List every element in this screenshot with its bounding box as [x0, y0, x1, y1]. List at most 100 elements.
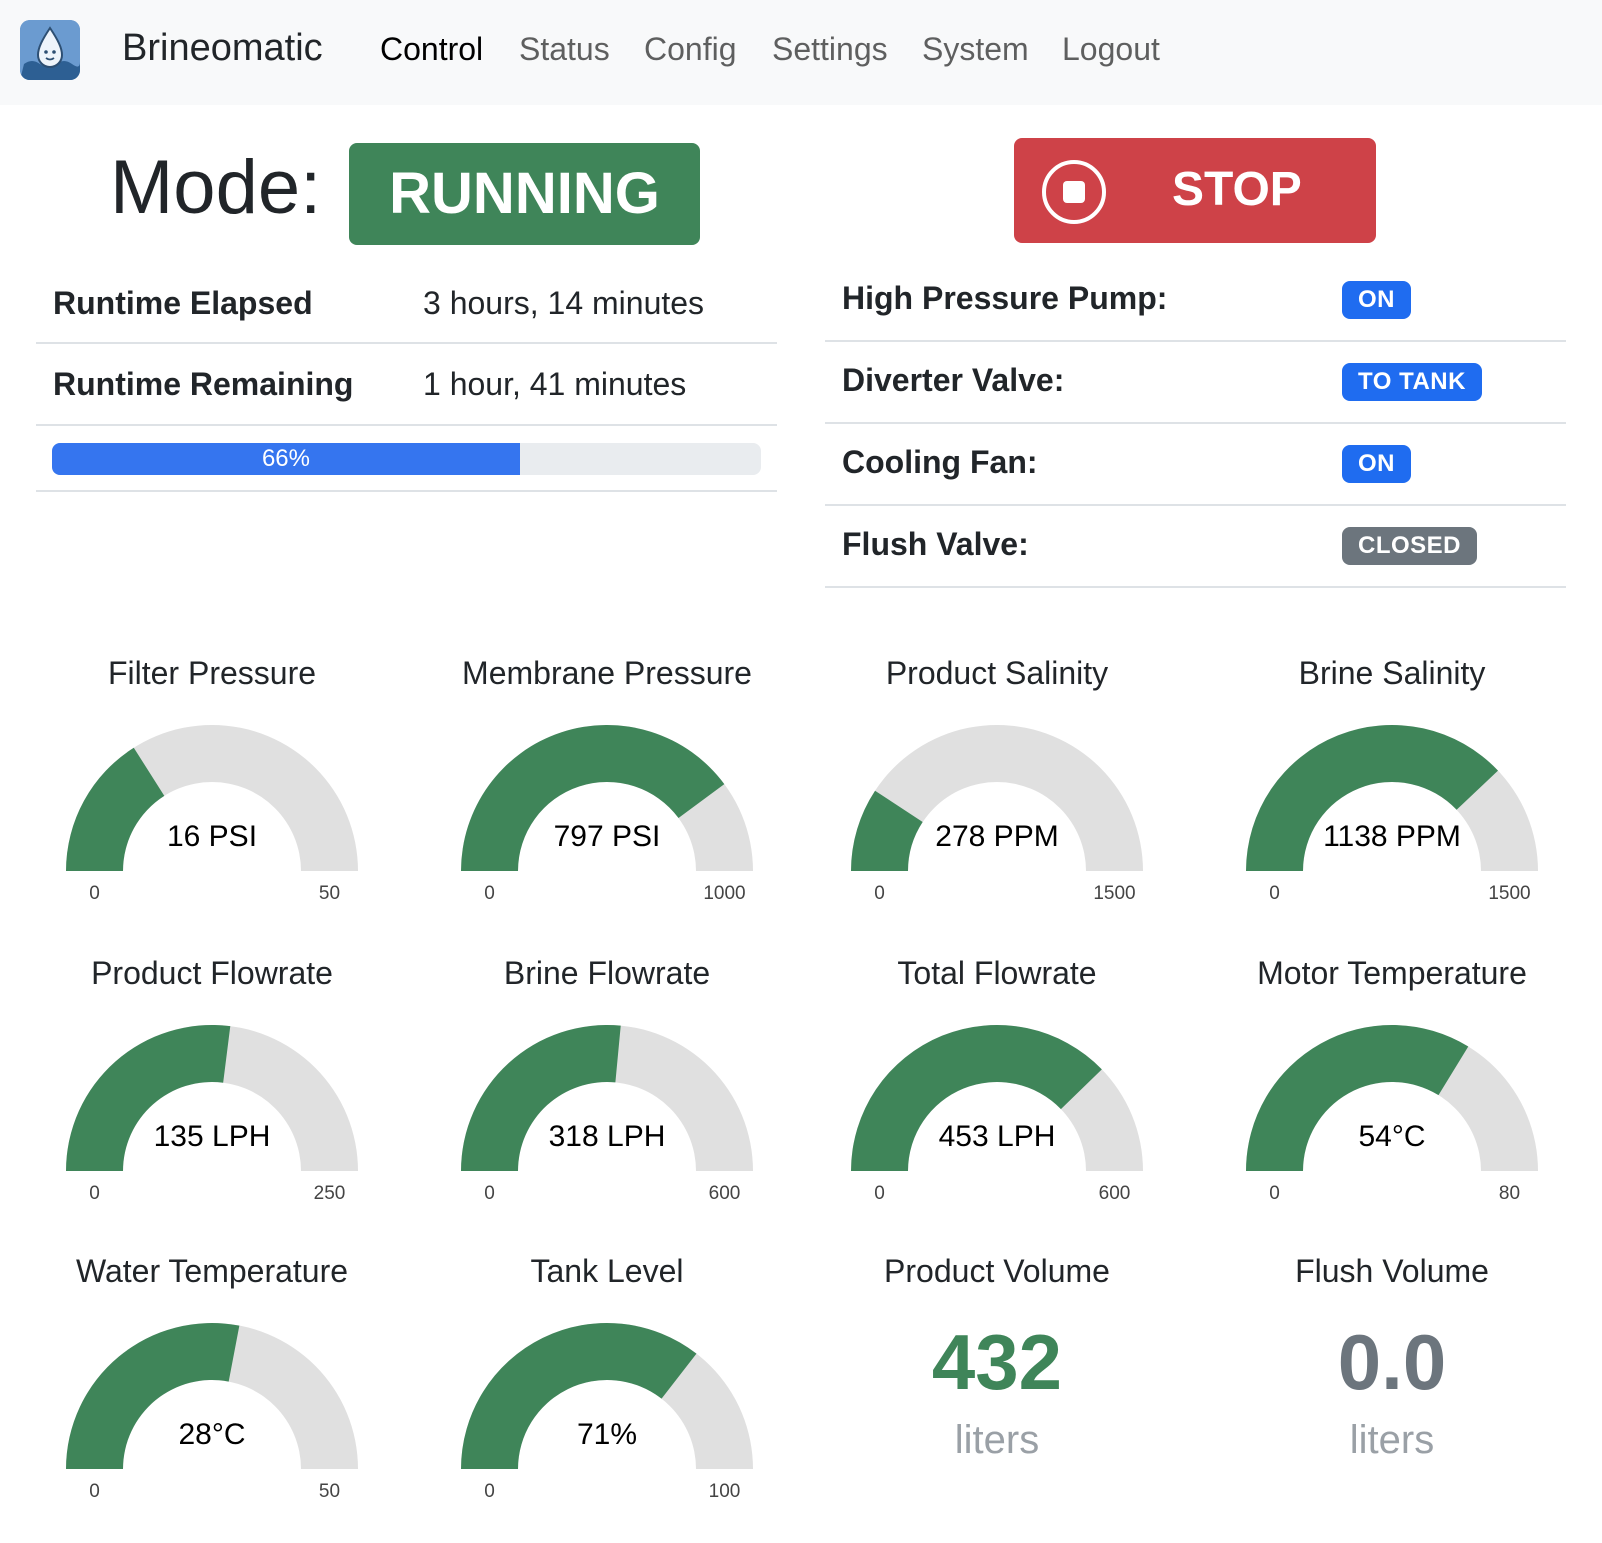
product-salinity-max-label: 1500	[1093, 883, 1136, 904]
runtime-remaining-label: Runtime Remaining	[53, 366, 354, 402]
tank-level-gauge: Tank Level 71% 0 100	[410, 1253, 804, 1543]
flush-volume-unit: liters	[1349, 1418, 1435, 1462]
water-temperature-gauge: Water Temperature 28°C 0 50	[15, 1253, 409, 1543]
navbar: Brineomatic Control Status Config Settin…	[0, 0, 1602, 105]
water-temperature-gauge-fill	[66, 1323, 240, 1469]
brine-salinity-max-label: 1500	[1488, 883, 1531, 904]
brine-salinity-gauge: Brine Salinity 1138 PPM 0 1500	[1195, 655, 1589, 945]
brine-salinity-gauge-fill	[1246, 725, 1499, 871]
status-badge-flush-valve: CLOSED	[1342, 527, 1478, 565]
membrane-pressure-gauge: Membrane Pressure 797 PSI 0 1000	[410, 655, 804, 945]
motor-temperature-gauge: Motor Temperature 54°C 0 80	[1195, 955, 1589, 1245]
product-salinity-title: Product Salinity	[885, 655, 1109, 691]
membrane-pressure-min-label: 0	[484, 883, 495, 904]
tank-level-gauge-arc	[461, 1323, 753, 1469]
motor-temperature-title: Motor Temperature	[1257, 955, 1527, 991]
filter-pressure-gauge-arc	[66, 725, 358, 871]
status-label-cooling-fan: Cooling Fan:	[842, 444, 1038, 480]
nav-link-control[interactable]: Control	[380, 31, 484, 67]
total-flowrate-gauge-arc	[851, 1025, 1143, 1171]
product-flowrate-gauge: Product Flowrate 135 LPH 0 250	[15, 955, 409, 1245]
product-salinity-value: 278 PPM	[935, 820, 1059, 853]
product-salinity-gauge-track	[851, 725, 1143, 871]
runtime-remaining-row: Runtime Remaining 1 hour, 41 minutes	[36, 344, 777, 426]
membrane-pressure-value: 797 PSI	[553, 820, 661, 853]
tank-level-value: 71%	[576, 1418, 638, 1451]
product-salinity-gauge-fill	[851, 790, 923, 871]
nav-link-config[interactable]: Config	[644, 31, 737, 67]
brine-flowrate-max-label: 600	[708, 1183, 741, 1204]
product-salinity-gauge-arc	[851, 725, 1143, 871]
mode-label: Mode:	[110, 145, 322, 230]
product-salinity-gauge: Product Salinity 278 PPM 0 1500	[800, 655, 1194, 945]
tank-level-title: Tank Level	[530, 1253, 684, 1289]
nav-link-system[interactable]: System	[922, 31, 1029, 67]
membrane-pressure-max-label: 1000	[703, 883, 746, 904]
total-flowrate-min-label: 0	[874, 1183, 885, 1204]
status-label-flush-valve: Flush Valve:	[842, 526, 1029, 562]
water-temperature-gauge-arc	[66, 1323, 358, 1469]
product-salinity-min-label: 0	[874, 883, 885, 904]
product-flowrate-gauge-arc	[66, 1025, 358, 1171]
nav-link-settings[interactable]: Settings	[772, 31, 888, 67]
motor-temperature-max-label: 80	[1498, 1183, 1521, 1204]
stop-button[interactable]: STOP	[1014, 138, 1376, 243]
filter-pressure-gauge: Filter Pressure 16 PSI 0 50	[15, 655, 409, 945]
product-flowrate-gauge-fill	[66, 1025, 231, 1171]
stop-button-label: STOP	[1172, 163, 1302, 216]
product-flowrate-min-label: 0	[89, 1183, 100, 1204]
runtime-elapsed-label: Runtime Elapsed	[53, 285, 313, 321]
product-volume-tile: Product Volume 432 liters	[800, 1253, 1194, 1543]
total-flowrate-title: Total Flowrate	[897, 955, 1097, 991]
brine-salinity-value: 1138 PPM	[1323, 820, 1461, 853]
runtime-remaining-value: 1 hour, 41 minutes	[423, 366, 687, 402]
brine-flowrate-gauge-fill	[461, 1025, 621, 1171]
brineomatic-logo-icon[interactable]	[20, 20, 80, 80]
runtime-elapsed-row: Runtime Elapsed 3 hours, 14 minutes	[36, 262, 777, 344]
status-row-high-pressure-pump: High Pressure Pump: ON	[825, 260, 1566, 342]
status-row-diverter-valve: Diverter Valve: TO TANK	[825, 342, 1566, 424]
filter-pressure-min-label: 0	[89, 883, 100, 904]
motor-temperature-min-label: 0	[1269, 1183, 1280, 1204]
brine-flowrate-min-label: 0	[484, 1183, 495, 1204]
brine-salinity-gauge-arc	[1246, 725, 1538, 871]
tank-level-min-label: 0	[484, 1481, 495, 1502]
motor-temperature-gauge-fill	[1246, 1025, 1469, 1171]
flush-volume-tile: Flush Volume 0.0 liters	[1195, 1253, 1589, 1543]
brine-flowrate-gauge: Brine Flowrate 318 LPH 0 600	[410, 955, 804, 1245]
brine-flowrate-title: Brine Flowrate	[503, 955, 711, 991]
status-badge-high-pressure-pump: ON	[1342, 281, 1411, 319]
product-volume-title: Product Volume	[884, 1253, 1110, 1289]
product-flowrate-value: 135 LPH	[153, 1120, 271, 1153]
membrane-pressure-gauge-arc	[461, 725, 753, 871]
flush-volume-title: Flush Volume	[1295, 1253, 1489, 1289]
brine-flowrate-gauge-arc	[461, 1025, 753, 1171]
water-temperature-title: Water Temperature	[75, 1253, 349, 1289]
flush-volume-value: 0.0	[1337, 1318, 1447, 1406]
water-temperature-value: 28°C	[178, 1418, 246, 1451]
membrane-pressure-gauge-fill	[461, 725, 725, 871]
runtime-progress-row: 66%	[36, 426, 777, 492]
water-temperature-max-label: 50	[318, 1481, 341, 1502]
runtime-progress-fill: 66%	[52, 443, 520, 475]
stop-circle-icon	[1042, 160, 1106, 224]
status-label-diverter-valve: Diverter Valve:	[842, 362, 1065, 398]
runtime-elapsed-value: 3 hours, 14 minutes	[423, 285, 705, 321]
brine-salinity-min-label: 0	[1269, 883, 1280, 904]
nav-link-status[interactable]: Status	[519, 31, 610, 67]
filter-pressure-title: Filter Pressure	[107, 655, 317, 691]
motor-temperature-value: 54°C	[1358, 1120, 1426, 1153]
total-flowrate-gauge: Total Flowrate 453 LPH 0 600	[800, 955, 1194, 1245]
product-flowrate-max-label: 250	[313, 1183, 346, 1204]
membrane-pressure-title: Membrane Pressure	[462, 655, 752, 691]
nav-link-logout[interactable]: Logout	[1062, 31, 1160, 67]
total-flowrate-gauge-fill	[851, 1025, 1102, 1171]
product-volume-unit: liters	[954, 1418, 1040, 1462]
status-row-flush-valve: Flush Valve: CLOSED	[825, 506, 1566, 588]
brine-flowrate-value: 318 LPH	[548, 1120, 666, 1153]
status-badge-cooling-fan: ON	[1342, 445, 1411, 483]
mode-status-badge: RUNNING	[349, 143, 700, 245]
filter-pressure-max-label: 50	[318, 883, 341, 904]
brand-name[interactable]: Brineomatic	[122, 27, 323, 69]
filter-pressure-gauge-fill	[66, 747, 165, 871]
